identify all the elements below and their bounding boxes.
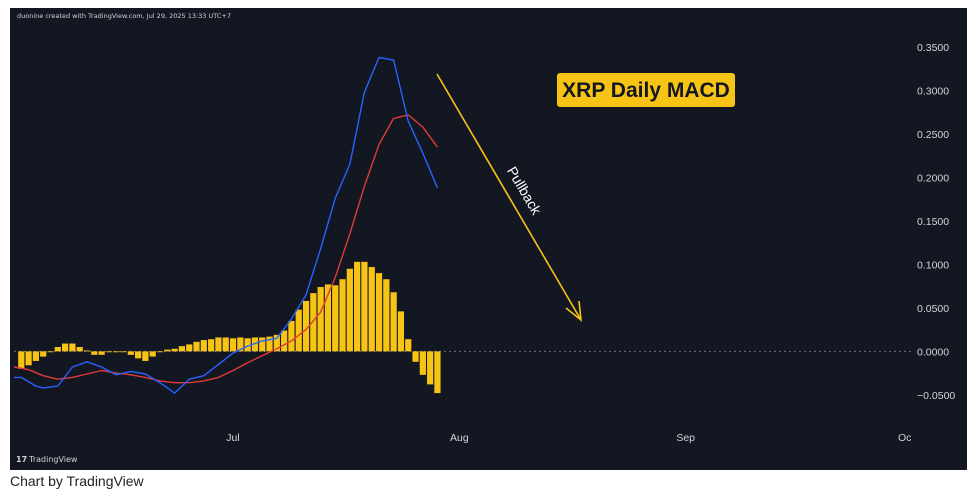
y-tick-label: 0.1500	[917, 216, 949, 228]
chart-title: XRP Daily MACD	[562, 79, 730, 102]
histogram-bar	[412, 351, 419, 362]
histogram-bar	[105, 351, 113, 353]
y-tick-label: 0.3000	[917, 86, 949, 98]
macd-line	[14, 56, 439, 394]
histogram-bar	[427, 351, 434, 385]
histogram-bar	[142, 351, 149, 361]
histogram-bar	[208, 339, 215, 352]
histogram-bar	[361, 261, 368, 352]
histogram-bar	[215, 337, 222, 352]
histogram-bar	[120, 351, 127, 353]
histogram-bar	[98, 351, 105, 355]
plot-area	[14, 21, 912, 427]
histogram-bar	[40, 351, 47, 357]
x-tick-label: Jul	[226, 432, 239, 444]
chart-frame: duonine created with TradingView.com, Ju…	[10, 8, 967, 470]
chart-title-label: XRP Daily MACD	[557, 73, 735, 107]
histogram-bar	[324, 284, 332, 352]
histogram-bar	[281, 330, 288, 352]
histogram-bar	[164, 349, 171, 352]
histogram-bar	[346, 268, 353, 352]
y-tick-label: 0.0000	[917, 346, 949, 358]
histogram-bar	[251, 337, 259, 352]
tradingview-brand: 17 TradingView	[16, 455, 77, 464]
histogram-bar	[18, 351, 25, 369]
histogram-bar	[149, 351, 156, 357]
histogram-bar	[383, 279, 390, 352]
x-axis: Jul Aug Sep Oc	[226, 432, 911, 444]
histogram-bar	[229, 338, 237, 352]
histogram-bar	[259, 337, 266, 352]
histogram-bar	[156, 351, 164, 353]
histogram-bar	[273, 334, 280, 352]
histogram-bar	[76, 347, 83, 352]
histogram-bar	[288, 320, 295, 352]
title-background	[557, 73, 735, 107]
histogram-bar	[54, 347, 61, 352]
histogram-group	[18, 261, 441, 394]
pullback-arrow-head	[565, 300, 582, 322]
chart-caption: Chart by TradingView	[10, 473, 144, 489]
histogram-bar	[368, 267, 375, 352]
chart-header-text: duonine created with TradingView.com, Ju…	[17, 12, 231, 20]
y-tick-label: 0.2000	[917, 172, 949, 184]
y-tick-label: 0.1000	[917, 259, 949, 271]
histogram-bar	[193, 341, 200, 352]
x-tick-label: Oc	[898, 432, 911, 444]
signal-line	[13, 114, 438, 384]
histogram-bar	[127, 351, 134, 355]
histogram-bar	[295, 309, 302, 352]
histogram-bar	[91, 351, 98, 355]
histogram-bar	[62, 343, 69, 352]
histogram-bar	[317, 287, 324, 352]
histogram-bar	[302, 300, 310, 352]
y-tick-label: 0.2500	[917, 129, 949, 141]
histogram-bar	[83, 350, 91, 352]
y-tick-label: −0.0500	[917, 390, 955, 402]
histogram-bar	[237, 337, 244, 352]
x-tick-label: Aug	[450, 432, 469, 444]
histogram-bar	[354, 261, 361, 352]
histogram-bar	[339, 279, 346, 352]
histogram-bar	[310, 293, 317, 352]
histogram-bar	[69, 343, 76, 352]
histogram-bar	[47, 351, 54, 353]
y-tick-label: 0.3500	[917, 42, 949, 54]
histogram-bar	[375, 273, 383, 352]
histogram-bar	[178, 346, 186, 352]
y-axis: 0.3500 0.3000 0.2500 0.2000 0.1500 0.1000 0.05…	[917, 42, 955, 402]
histogram-bar	[434, 351, 441, 394]
histogram-bar	[266, 336, 273, 352]
tradingview-logo: 17	[16, 455, 28, 464]
histogram-bar	[25, 351, 32, 366]
histogram-bar	[186, 344, 193, 352]
macd-chart: 0.3500 0.3000 0.2500 0.2000 0.1500 0.1000 0.05…	[13, 21, 955, 444]
histogram-bar	[244, 338, 251, 352]
tradingview-brand-name: TradingView	[29, 455, 78, 464]
pullback-arrow-line	[436, 73, 582, 321]
line-series-group	[13, 56, 439, 394]
histogram-bar	[397, 311, 405, 352]
histogram-bar	[171, 348, 178, 352]
histogram-bar	[113, 351, 120, 353]
histogram-bar	[419, 351, 426, 375]
histogram-bar	[32, 351, 40, 361]
histogram-bar	[405, 339, 412, 352]
histogram-bar	[200, 340, 207, 352]
histogram-bar	[390, 292, 397, 352]
histogram-bar	[332, 285, 339, 352]
x-tick-label: Sep	[676, 432, 695, 444]
histogram-bar	[222, 337, 229, 352]
histogram-bar	[135, 351, 142, 359]
y-tick-label: 0.0500	[917, 303, 949, 315]
